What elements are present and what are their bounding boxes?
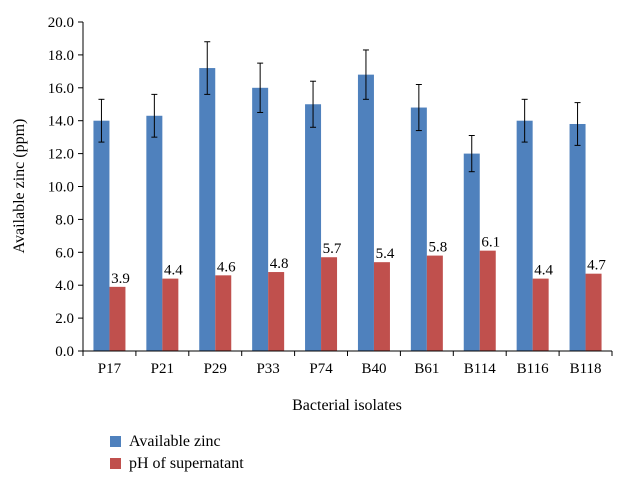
bar-available-zinc <box>569 123 586 352</box>
data-label-ph: 4.7 <box>587 258 606 274</box>
data-label-ph: 4.8 <box>270 256 289 272</box>
x-tick-label: B114 <box>464 361 496 377</box>
y-tick-label: 6.0 <box>55 245 74 261</box>
bar-ph-of-supernatant <box>321 257 338 351</box>
x-tick-label: P21 <box>151 361 174 377</box>
bar-ph-of-supernatant <box>585 273 602 351</box>
bar-ph-of-supernatant <box>373 262 390 351</box>
y-tick-label: 0.0 <box>55 344 74 360</box>
data-label-ph: 4.6 <box>217 259 236 275</box>
x-tick-label: B116 <box>517 361 549 377</box>
zinc-series-bars <box>93 68 586 352</box>
bar-available-zinc <box>357 74 374 351</box>
legend-label-ph-of-supernatant: pH of supernatant <box>129 455 244 472</box>
bar-available-zinc <box>516 120 533 351</box>
data-labels: 3.9 4.4 4.6 4.8 5.7 5.4 5.8 6.1 4.4 4.7 <box>111 235 606 287</box>
bar-ph-of-supernatant <box>479 250 496 351</box>
x-axis-ticks: P17 P21 P29 P33 P74 B40 B61 B114 B116 B118 <box>82 351 613 377</box>
bar-ph-of-supernatant <box>215 275 232 351</box>
legend-swatch-ph-of-supernatant <box>110 458 121 469</box>
data-label-ph: 6.1 <box>481 235 500 251</box>
bar-available-zinc <box>305 104 322 351</box>
bar-ph-of-supernatant <box>426 255 443 351</box>
data-label-ph: 5.4 <box>376 246 395 262</box>
y-tick-label: 2.0 <box>55 311 74 327</box>
y-tick-label: 20.0 <box>48 15 74 31</box>
bar-available-zinc <box>199 68 216 351</box>
ph-series-bars <box>109 250 602 351</box>
y-tick-label: 16.0 <box>48 81 74 97</box>
y-axis-ticks: 0.0 2.0 4.0 6.0 8.0 10.0 12.0 14.0 16.0 18.0 20.0 <box>48 15 83 360</box>
bar-available-zinc <box>410 107 427 351</box>
data-label-ph: 5.7 <box>323 241 342 257</box>
bar-available-zinc <box>252 87 269 352</box>
data-label-ph: 4.4 <box>164 263 183 279</box>
bar-available-zinc <box>93 120 110 351</box>
x-tick-label: B40 <box>361 361 386 377</box>
y-tick-label: 14.0 <box>48 114 74 130</box>
error-bars <box>98 41 581 173</box>
x-axis-title: Bacterial isolates <box>292 397 402 414</box>
bar-available-zinc <box>463 153 480 351</box>
y-tick-label: 4.0 <box>55 278 74 294</box>
data-label-ph: 3.9 <box>111 271 130 287</box>
x-tick-label: B118 <box>570 361 602 377</box>
data-label-ph: 4.4 <box>534 263 553 279</box>
y-tick-label: 18.0 <box>48 48 74 64</box>
x-tick-label: P17 <box>98 361 122 377</box>
x-tick-label: P74 <box>309 361 333 377</box>
y-tick-label: 8.0 <box>55 212 74 228</box>
bar-ph-of-supernatant <box>109 286 126 351</box>
bar-available-zinc <box>146 115 163 351</box>
legend-swatch-available-zinc <box>110 436 121 447</box>
x-tick-label: B61 <box>414 361 439 377</box>
bar-ph-of-supernatant <box>532 278 549 351</box>
bar-ph-of-supernatant <box>268 272 285 351</box>
y-tick-label: 10.0 <box>48 180 74 196</box>
y-tick-label: 12.0 <box>48 147 74 163</box>
y-axis-title: Available zinc (ppm) <box>11 119 28 254</box>
x-tick-label: P29 <box>204 361 227 377</box>
legend-label-available-zinc: Available zinc <box>129 433 221 450</box>
data-label-ph: 5.8 <box>428 240 447 256</box>
legend: Available zinc pH of supernatant <box>110 433 244 472</box>
bar-ph-of-supernatant <box>162 278 179 351</box>
x-tick-label: P33 <box>256 361 279 377</box>
